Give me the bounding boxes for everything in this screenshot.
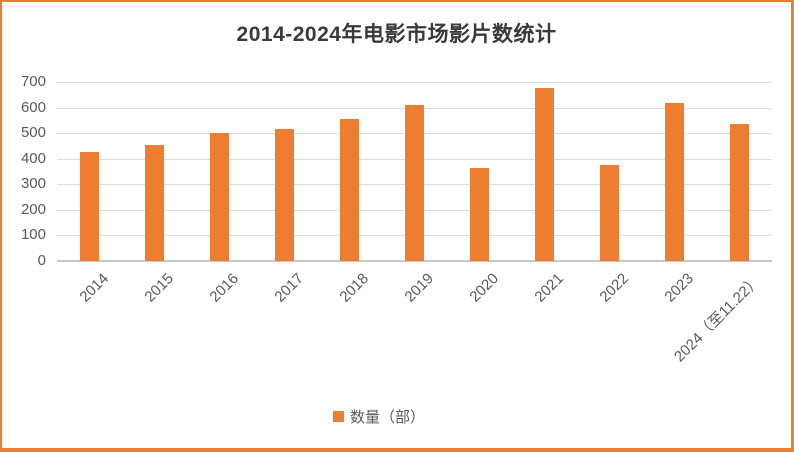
- y-gridline: [57, 82, 772, 83]
- y-axis-tick-label: 600: [20, 98, 46, 116]
- bar-2024（至11.22）: [730, 124, 749, 261]
- bar-2016: [210, 132, 229, 261]
- y-axis-tick-label: 100: [20, 226, 46, 244]
- bar-2021: [535, 87, 554, 261]
- x-axis-tick-label: 2024（至11.22）: [670, 272, 764, 366]
- chart-title: 2014-2024年电影市场影片数统计: [236, 23, 557, 46]
- y-axis-tick-label: 700: [20, 73, 46, 90]
- y-axis-tick-label: 200: [20, 200, 46, 218]
- bar-2023: [665, 103, 684, 261]
- bar-2020: [470, 167, 489, 261]
- y-axis-tick-label: 0: [37, 252, 46, 269]
- legend: 数量（部）: [333, 406, 425, 427]
- bar-2015: [145, 144, 164, 261]
- bar-2022: [600, 164, 619, 261]
- bar-2018: [340, 118, 359, 261]
- x-axis-line: [57, 260, 772, 262]
- bar-2017: [275, 128, 294, 261]
- y-axis-tick-label: 400: [20, 149, 46, 167]
- legend-label: 数量（部）: [350, 409, 426, 426]
- y-axis-tick-label: 500: [20, 124, 46, 142]
- bar-2014: [80, 152, 99, 261]
- y-axis-tick-label: 300: [20, 175, 46, 193]
- legend-swatch-icon: [333, 411, 344, 422]
- bar-2019: [405, 104, 424, 261]
